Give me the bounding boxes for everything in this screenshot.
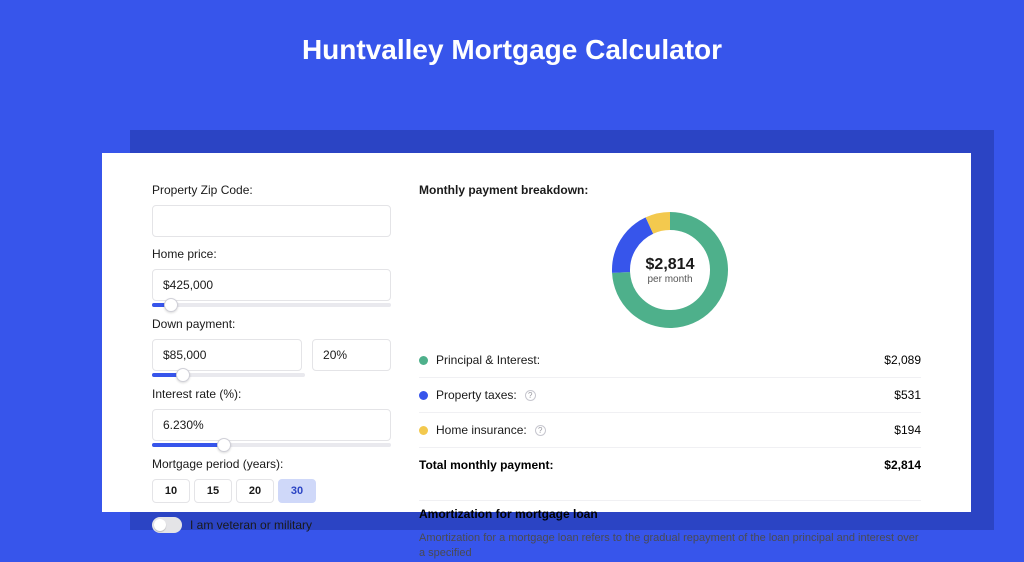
veteran-row: I am veteran or military: [152, 517, 391, 533]
legend-row: Property taxes:? $531: [419, 378, 921, 413]
page-title: Huntvalley Mortgage Calculator: [0, 0, 1024, 66]
legend-label: Home insurance:: [436, 423, 527, 437]
legend-label: Principal & Interest:: [436, 353, 540, 367]
legend-left: Home insurance:?: [419, 423, 546, 437]
veteran-label: I am veteran or military: [190, 518, 312, 532]
total-label: Total monthly payment:: [419, 458, 553, 472]
legend-dot: [419, 391, 428, 400]
period-field: Mortgage period (years): 10152030: [152, 457, 391, 503]
home-price-input[interactable]: [152, 269, 391, 301]
legend-amount: $531: [894, 388, 921, 402]
veteran-toggle-knob: [154, 519, 166, 531]
interest-rate-label: Interest rate (%):: [152, 387, 391, 401]
down-payment-slider[interactable]: [152, 373, 305, 377]
zip-field: Property Zip Code:: [152, 183, 391, 237]
interest-rate-field: Interest rate (%):: [152, 387, 391, 447]
down-payment-field: Down payment:: [152, 317, 391, 377]
period-option-15[interactable]: 15: [194, 479, 232, 503]
home-price-field: Home price:: [152, 247, 391, 307]
legend-label: Property taxes:: [436, 388, 517, 402]
info-icon[interactable]: ?: [535, 425, 546, 436]
total-amount: $2,814: [884, 458, 921, 472]
legend-amount: $194: [894, 423, 921, 437]
donut-sub: per month: [647, 274, 692, 285]
donut-amount: $2,814: [646, 256, 695, 274]
home-price-slider[interactable]: [152, 303, 391, 307]
info-icon[interactable]: ?: [525, 390, 536, 401]
donut-wrap: $2,814 per month: [419, 207, 921, 333]
legend-dot: [419, 426, 428, 435]
down-payment-percent-input[interactable]: [312, 339, 391, 371]
home-price-label: Home price:: [152, 247, 391, 261]
zip-input[interactable]: [152, 205, 391, 237]
donut-chart: $2,814 per month: [610, 210, 730, 330]
interest-rate-input[interactable]: [152, 409, 391, 441]
period-option-10[interactable]: 10: [152, 479, 190, 503]
donut-center: $2,814 per month: [610, 210, 730, 330]
down-payment-slider-thumb[interactable]: [176, 368, 190, 382]
legend-row: Principal & Interest: $2,089: [419, 343, 921, 378]
legend-dot: [419, 356, 428, 365]
home-price-slider-thumb[interactable]: [164, 298, 178, 312]
veteran-toggle[interactable]: [152, 517, 182, 533]
legend-left: Principal & Interest:: [419, 353, 540, 367]
interest-rate-slider[interactable]: [152, 443, 391, 447]
period-option-30[interactable]: 30: [278, 479, 316, 503]
legend: Principal & Interest: $2,089 Property taxe…: [419, 343, 921, 448]
form-column: Property Zip Code: Home price: Down paym…: [102, 153, 409, 512]
zip-label: Property Zip Code:: [152, 183, 391, 197]
total-row: Total monthly payment: $2,814: [419, 448, 921, 482]
down-payment-amount-input[interactable]: [152, 339, 302, 371]
period-label: Mortgage period (years):: [152, 457, 391, 471]
interest-rate-slider-thumb[interactable]: [217, 438, 231, 452]
down-payment-label: Down payment:: [152, 317, 391, 331]
period-option-20[interactable]: 20: [236, 479, 274, 503]
breakdown-title: Monthly payment breakdown:: [419, 183, 921, 197]
amortization-title: Amortization for mortgage loan: [419, 500, 921, 521]
interest-rate-slider-fill: [152, 443, 224, 447]
page-root: Huntvalley Mortgage Calculator Property …: [0, 0, 1024, 512]
amortization-body: Amortization for a mortgage loan refers …: [419, 531, 921, 562]
legend-left: Property taxes:?: [419, 388, 536, 402]
breakdown-column: Monthly payment breakdown: $2,814 per mo…: [409, 153, 971, 512]
period-options: 10152030: [152, 479, 391, 503]
legend-row: Home insurance:? $194: [419, 413, 921, 448]
calculator-card: Property Zip Code: Home price: Down paym…: [102, 153, 971, 512]
legend-amount: $2,089: [884, 353, 921, 367]
